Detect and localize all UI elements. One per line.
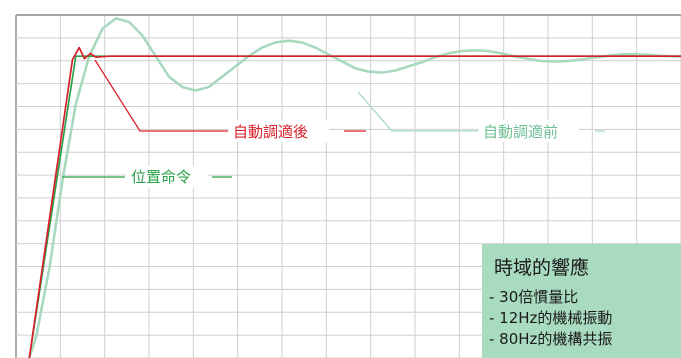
info-box-background [482,244,681,358]
after-tuning-label-bg [229,120,329,142]
after-tuning-leader [94,59,228,132]
series-layer [28,17,681,358]
after-tuning-line [28,46,681,358]
before-tuning-label-bg [479,120,579,142]
info-box-title: 時域的響應 [494,256,589,279]
annotations: 位置命令 自動調適後 自動調適前 [62,59,605,188]
before-tuning-label: 自動調適前 [483,123,558,141]
info-box: 時域的響應 - 30倍慣量比 - 12Hz的機械振動 - 80Hz的機構共振 [482,244,681,358]
info-box-line-3: - 80Hz的機構共振 [489,330,612,348]
after-tuning-label: 自動調適後 [233,123,308,141]
position-command-label: 位置命令 [131,168,191,186]
before-tuning-leader [357,91,478,132]
info-box-line-2: - 12Hz的機械振動 [489,309,612,327]
info-box-line-1: - 30倍慣量比 [489,288,578,306]
before-tuning-line [28,17,681,358]
position-command-label-bg [126,166,208,188]
